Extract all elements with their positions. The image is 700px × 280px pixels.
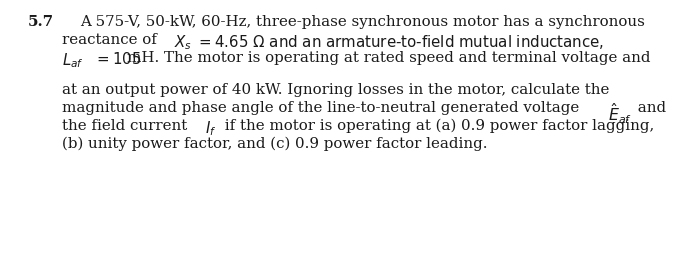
Text: 5.7: 5.7 [28,15,54,29]
Text: $\hat{E}_{af}$: $\hat{E}_{af}$ [608,101,632,126]
Text: if the motor is operating at (a) 0.9 power factor lagging,: if the motor is operating at (a) 0.9 pow… [220,119,654,133]
Text: and: and [633,101,666,115]
Text: the field current: the field current [62,119,192,133]
Text: $= 105$: $= 105$ [94,51,141,67]
Text: reactance of: reactance of [62,33,162,47]
Text: (b) unity power factor, and (c) 0.9 power factor leading.: (b) unity power factor, and (c) 0.9 powe… [62,137,487,151]
Text: magnitude and phase angle of the line-to-neutral generated voltage: magnitude and phase angle of the line-to… [62,101,584,115]
Text: $X_s$: $X_s$ [174,33,193,52]
Text: $L_{af}$: $L_{af}$ [62,51,84,70]
Text: $= 4.65\ \Omega$ and an armature-to-field mutual inductance,: $= 4.65\ \Omega$ and an armature-to-fiel… [196,33,604,51]
Text: at an output power of 40 kW. Ignoring losses in the motor, calculate the: at an output power of 40 kW. Ignoring lo… [62,83,610,97]
Text: A 575-V, 50-kW, 60-Hz, three-phase synchronous motor has a synchronous: A 575-V, 50-kW, 60-Hz, three-phase synch… [80,15,645,29]
Text: $I_f$: $I_f$ [205,119,216,138]
Text: mH. The motor is operating at rated speed and terminal voltage and: mH. The motor is operating at rated spee… [127,51,650,65]
